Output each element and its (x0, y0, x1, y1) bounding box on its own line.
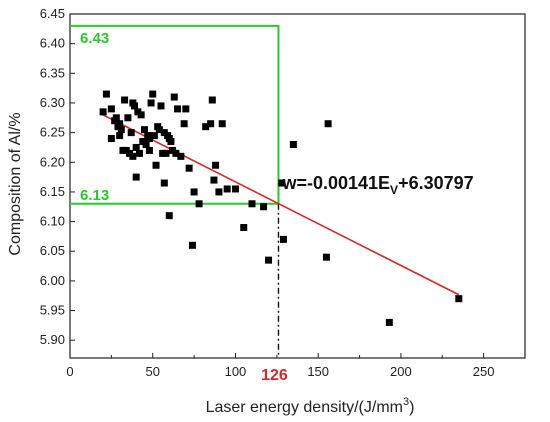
data-point (137, 111, 145, 119)
y-tick-label: 6.35 (40, 65, 65, 80)
x-tick-label: 100 (225, 364, 247, 379)
data-point (132, 173, 140, 181)
data-point (185, 164, 193, 172)
data-point (208, 96, 216, 104)
x-tick-label: 50 (145, 364, 159, 379)
y-tick-label: 6.20 (40, 154, 65, 169)
data-point (165, 212, 173, 220)
data-point (385, 318, 393, 326)
data-point (129, 99, 137, 107)
data-point (210, 176, 218, 184)
y-tick-label: 6.10 (40, 214, 65, 229)
plot-frame (69, 13, 526, 359)
y-tick-label: 6.05 (40, 243, 65, 258)
x-tick-label: 250 (473, 364, 495, 379)
y-tick-label: 5.95 (40, 303, 65, 318)
data-point (155, 126, 163, 134)
data-point (127, 129, 135, 137)
data-point (322, 253, 330, 261)
data-point (207, 120, 215, 128)
y-tick-label: 6.30 (40, 95, 65, 110)
data-point (279, 235, 287, 243)
data-point (145, 135, 153, 143)
data-point (135, 149, 143, 157)
data-point (124, 114, 132, 122)
data-point (202, 123, 210, 131)
data-point (165, 135, 173, 143)
x-tick-label: 150 (307, 364, 329, 379)
data-point (157, 102, 165, 110)
data-point (107, 135, 115, 143)
data-point (240, 224, 248, 232)
fit-line (102, 114, 460, 296)
x-axis-ticks: 0 50 100 150 200 250 (66, 353, 494, 379)
data-point (102, 90, 110, 98)
data-point (162, 149, 170, 157)
data-point (182, 105, 190, 113)
data-points (99, 90, 463, 326)
data-point (145, 146, 153, 154)
data-point (188, 241, 196, 249)
data-point (170, 93, 178, 101)
data-point (112, 114, 120, 122)
x-axis-title: Laser energy density/(J/mm3) (206, 396, 415, 416)
data-point (289, 140, 297, 148)
data-point (142, 140, 150, 148)
data-point (172, 149, 180, 157)
lower-guide-label: 6.13 (80, 187, 109, 204)
data-point (455, 295, 463, 303)
y-tick-label: 6.25 (40, 125, 65, 140)
data-point (218, 120, 226, 128)
data-point (150, 132, 158, 140)
data-point (149, 90, 157, 98)
data-point (152, 161, 160, 169)
y-axis-title: Composition of Al/% (7, 112, 24, 255)
data-point (324, 120, 332, 128)
data-point (160, 179, 168, 187)
data-point (265, 256, 273, 264)
upper-guide-line (70, 24, 280, 204)
data-point (260, 203, 268, 211)
data-point (116, 132, 124, 140)
plot-area (69, 13, 526, 359)
data-point (121, 96, 129, 104)
y-tick-label: 6.00 (40, 273, 65, 288)
data-point (177, 152, 185, 160)
data-point (132, 143, 140, 151)
data-point (129, 152, 137, 160)
data-point (248, 200, 256, 208)
fit-equation: w=-0.00141EV+6.30797 (281, 173, 473, 197)
x-marker-label: 126 (261, 367, 288, 384)
upper-guide-label: 6.43 (80, 30, 109, 47)
x-tick-label: 200 (390, 364, 412, 379)
data-point (140, 126, 148, 134)
y-axis-ticks: 5.90 5.95 6.00 6.05 6.10 6.15 6.20 6.25 6.30 6.35… (40, 6, 75, 347)
data-point (231, 185, 239, 193)
data-point (116, 120, 124, 128)
data-point (195, 200, 203, 208)
data-point (147, 99, 155, 107)
data-point (99, 108, 107, 116)
fit-line-group (102, 114, 460, 296)
guide-lines (70, 24, 280, 358)
y-tick-label: 6.40 (40, 36, 65, 51)
y-tick-label: 6.45 (40, 6, 65, 21)
data-point (215, 188, 223, 196)
data-point (212, 161, 220, 169)
data-point (107, 105, 115, 113)
data-point (117, 126, 125, 134)
data-point (174, 105, 182, 113)
y-tick-label: 6.15 (40, 184, 65, 199)
annotations: 6.43 6.13 126 w=-0.00141EV+6.30797 (80, 30, 474, 384)
y-tick-label: 5.90 (40, 332, 65, 347)
x-tick-label: 0 (66, 364, 73, 379)
data-point (223, 185, 231, 193)
data-point (190, 188, 198, 196)
data-point (278, 179, 286, 187)
data-point (180, 120, 188, 128)
